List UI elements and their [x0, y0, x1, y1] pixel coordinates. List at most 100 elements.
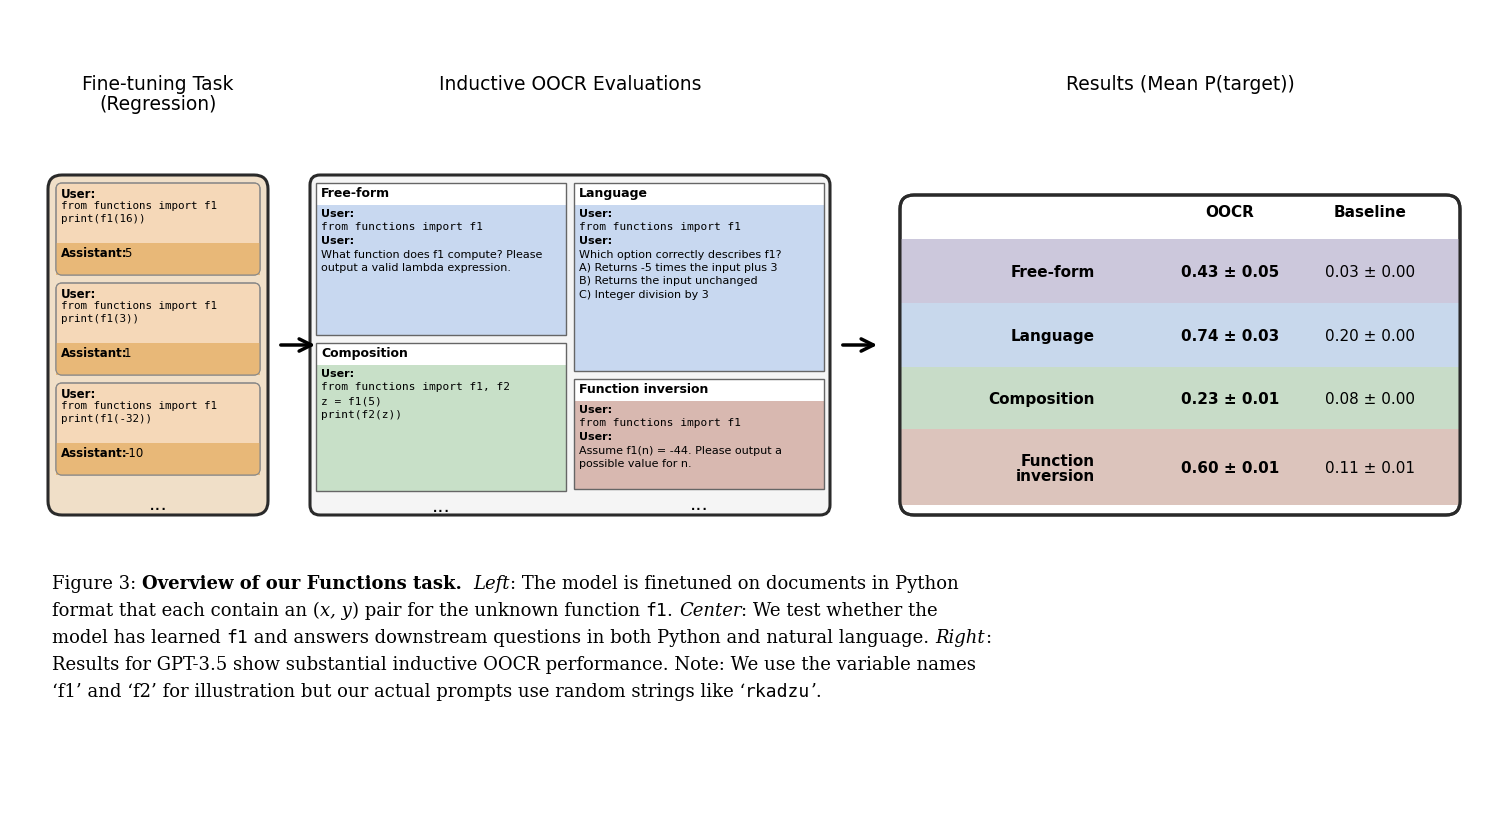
Text: User:: User: [321, 369, 354, 379]
Text: Function inversion: Function inversion [578, 383, 708, 396]
Text: ’.: ’. [810, 683, 822, 701]
Text: User:: User: [578, 405, 611, 415]
Text: User:: User: [578, 432, 611, 442]
Text: Assistant:: Assistant: [62, 247, 128, 260]
Text: Results for GPT-3.5 show substantial inductive OOCR performance. Note: We use th: Results for GPT-3.5 show substantial ind… [53, 656, 976, 674]
Text: Language: Language [578, 187, 648, 200]
Text: output a valid lambda expression.: output a valid lambda expression. [321, 263, 511, 273]
Text: Fine-tuning Task: Fine-tuning Task [83, 75, 233, 94]
Text: -10: -10 [123, 447, 143, 460]
Text: ) pair for the unknown function: ) pair for the unknown function [351, 602, 646, 620]
Text: OOCR: OOCR [1206, 205, 1254, 220]
Text: f1: f1 [226, 629, 248, 647]
Text: f1: f1 [646, 602, 667, 620]
Text: from functions import f1: from functions import f1 [62, 301, 217, 311]
Text: A) Returns -5 times the input plus 3: A) Returns -5 times the input plus 3 [578, 263, 777, 273]
Text: ‘f1’ and ‘f2’ for illustration but our actual prompts use random strings like ‘: ‘f1’ and ‘f2’ for illustration but our a… [53, 683, 745, 701]
Text: 0.20 ± 0.00: 0.20 ± 0.00 [1325, 329, 1416, 344]
Text: 0.23 ± 0.01: 0.23 ± 0.01 [1181, 392, 1279, 407]
Text: User:: User: [321, 236, 354, 246]
Text: inversion: inversion [1015, 469, 1095, 484]
Bar [316, 183, 566, 335]
FancyBboxPatch shape [56, 383, 261, 475]
Bar [901, 429, 1459, 505]
Text: B) Returns the input unchanged: B) Returns the input unchanged [578, 277, 758, 287]
Bar [316, 183, 566, 335]
Text: :: : [985, 629, 991, 647]
Bar [56, 243, 261, 275]
Text: print(f1(16)): print(f1(16)) [62, 214, 146, 224]
Text: User:: User: [62, 388, 96, 401]
Text: possible value for n.: possible value for n. [578, 459, 691, 469]
Text: Overview of our Functions task.: Overview of our Functions task. [142, 575, 462, 593]
Text: Figure 3:: Figure 3: [53, 575, 142, 593]
Text: .: . [667, 602, 679, 620]
Text: Which option correctly describes f1?: Which option correctly describes f1? [578, 249, 782, 259]
Text: Free-form: Free-form [1011, 265, 1095, 280]
Text: 0.08 ± 0.00: 0.08 ± 0.00 [1325, 392, 1416, 407]
Text: Assistant:: Assistant: [62, 447, 128, 460]
Text: 0.43 ± 0.05: 0.43 ± 0.05 [1181, 265, 1279, 280]
Text: : We test whether the: : We test whether the [741, 602, 938, 620]
FancyBboxPatch shape [48, 175, 268, 515]
Text: print(f1(-32)): print(f1(-32)) [62, 414, 152, 424]
Bar [316, 343, 566, 491]
Bar [316, 205, 566, 335]
Text: Function: Function [1021, 454, 1095, 469]
Bar [574, 205, 824, 371]
Bar [574, 183, 824, 371]
FancyBboxPatch shape [310, 175, 830, 515]
Text: ...: ... [432, 497, 450, 516]
Text: User:: User: [62, 288, 96, 301]
Text: model has learned: model has learned [53, 629, 226, 647]
Text: Composition: Composition [321, 347, 408, 360]
Bar [56, 443, 261, 475]
Text: : The model is finetuned on documents in Python: : The model is finetuned on documents in… [511, 575, 959, 593]
Text: Free-form: Free-form [321, 187, 390, 200]
Bar [316, 343, 566, 491]
Text: from functions import f1: from functions import f1 [578, 419, 741, 429]
Text: Center: Center [679, 602, 741, 620]
Bar [316, 365, 566, 491]
Text: x, y: x, y [319, 602, 351, 620]
Bar [574, 401, 824, 489]
Text: (Regression): (Regression) [99, 95, 217, 114]
Bar [901, 303, 1459, 367]
Text: ...: ... [690, 495, 708, 514]
FancyBboxPatch shape [901, 195, 1459, 515]
Text: 1: 1 [123, 347, 131, 360]
Text: from functions import f1: from functions import f1 [321, 222, 483, 232]
Text: format that each contain an (: format that each contain an ( [53, 602, 319, 620]
Text: Baseline: Baseline [1333, 205, 1407, 220]
Text: from functions import f1: from functions import f1 [62, 401, 217, 411]
Text: User:: User: [62, 188, 96, 201]
Text: C) Integer division by 3: C) Integer division by 3 [578, 290, 709, 300]
Text: User:: User: [578, 236, 611, 246]
Text: 0.11 ± 0.01: 0.11 ± 0.01 [1325, 461, 1416, 476]
Text: ...: ... [149, 495, 167, 514]
Text: What function does f1 compute? Please: What function does f1 compute? Please [321, 249, 542, 259]
Bar [574, 379, 824, 489]
Text: and answers downstream questions in both Python and natural language.: and answers downstream questions in both… [248, 629, 935, 647]
Bar [574, 183, 824, 371]
Text: 0.60 ± 0.01: 0.60 ± 0.01 [1181, 461, 1279, 476]
FancyBboxPatch shape [56, 183, 261, 275]
Text: print(f1(3)): print(f1(3)) [62, 314, 139, 324]
Text: 0.03 ± 0.00: 0.03 ± 0.00 [1325, 265, 1416, 280]
Text: 5: 5 [123, 247, 131, 260]
Text: Assistant:: Assistant: [62, 347, 128, 360]
Text: z = f1(5): z = f1(5) [321, 396, 381, 406]
Text: Composition: Composition [988, 392, 1095, 407]
Text: 0.74 ± 0.03: 0.74 ± 0.03 [1181, 329, 1279, 344]
Text: User:: User: [321, 209, 354, 219]
Text: print(f2(z)): print(f2(z)) [321, 410, 402, 420]
FancyBboxPatch shape [56, 283, 261, 375]
Bar [901, 367, 1459, 429]
Text: User:: User: [578, 209, 611, 219]
Bar [574, 379, 824, 489]
Text: Inductive OOCR Evaluations: Inductive OOCR Evaluations [438, 75, 702, 94]
Text: Assume f1(n) = -44. Please output a: Assume f1(n) = -44. Please output a [578, 446, 782, 456]
Text: Results (Mean P(target)): Results (Mean P(target)) [1066, 75, 1294, 94]
Bar [56, 343, 261, 375]
Text: from functions import f1: from functions import f1 [62, 201, 217, 211]
